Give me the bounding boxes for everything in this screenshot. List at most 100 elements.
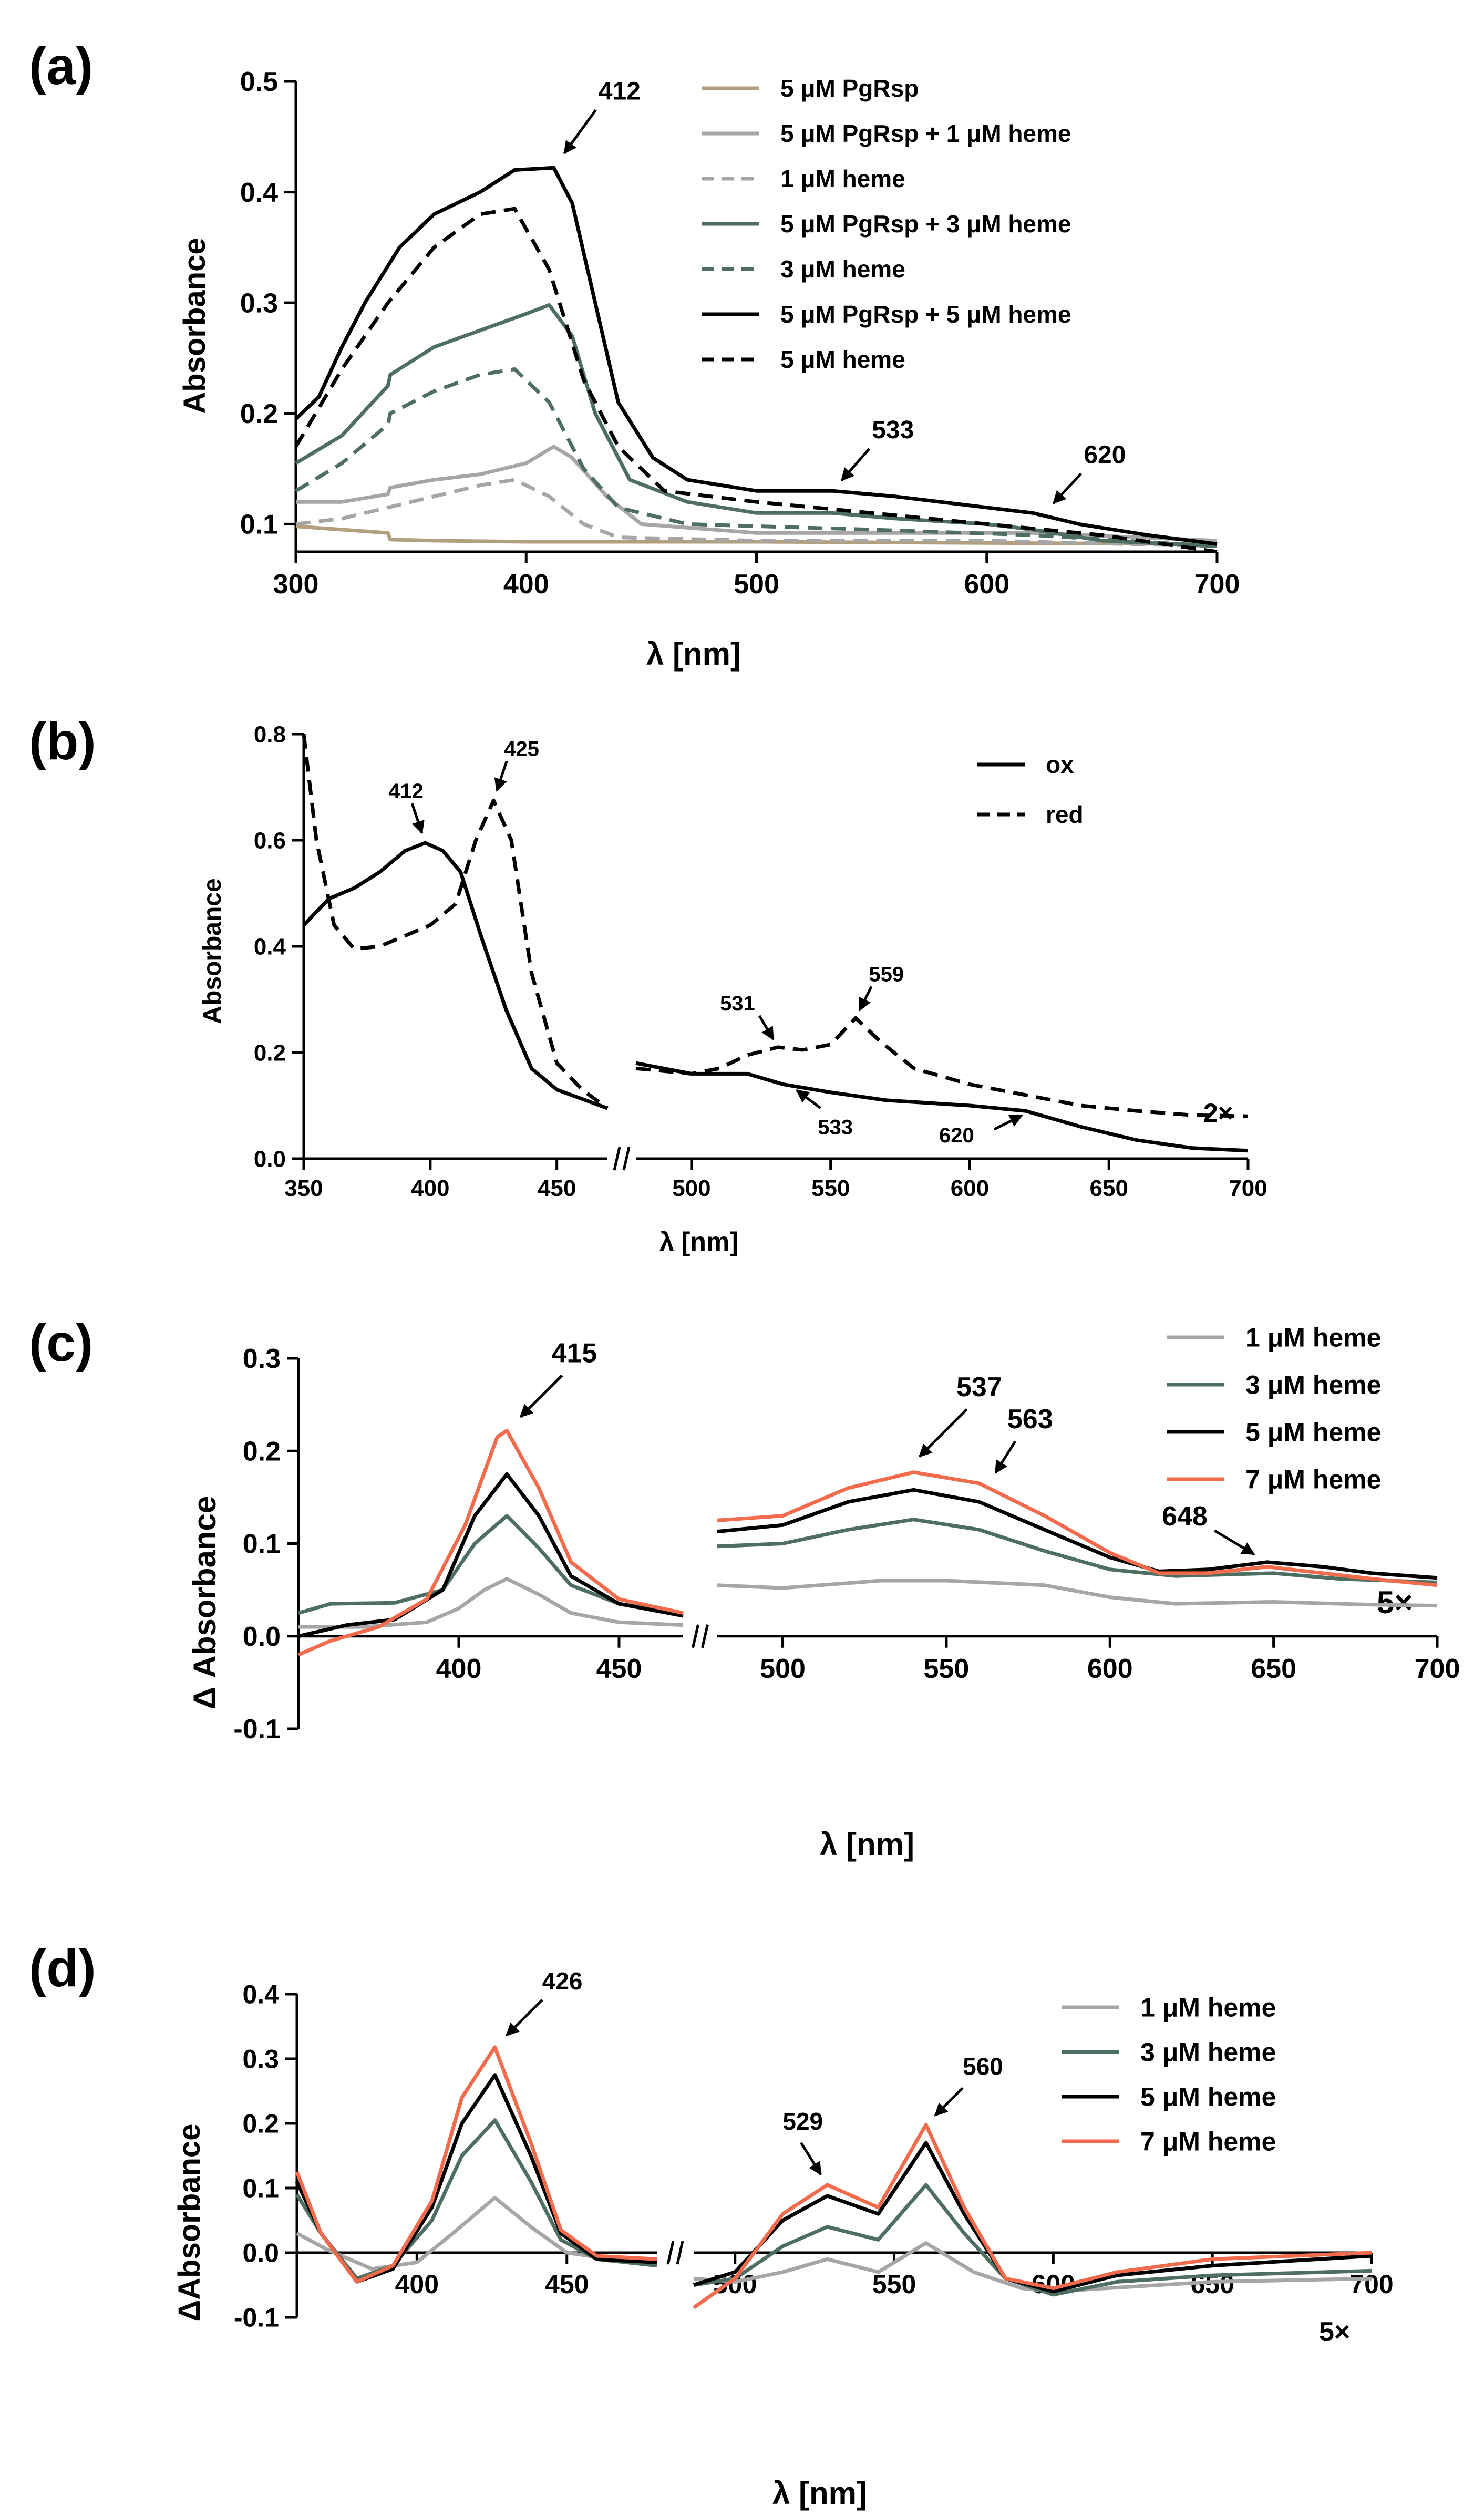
c-annotation-label: 648 <box>1162 1501 1208 1532</box>
b-annotation-arrow <box>758 1015 775 1041</box>
c-legend-label: 5 μM heme <box>1245 1418 1381 1447</box>
b-x-tick-label: 400 <box>411 1175 449 1201</box>
d-series-line <box>692 2123 1372 2309</box>
c-x-tick-label: 400 <box>436 1654 482 1684</box>
d-y-tick-label: 0.0 <box>242 2239 279 2268</box>
c-xlabel: λ [nm] <box>820 1827 914 1862</box>
d-annotation-arrow <box>934 2087 964 2117</box>
a-legend-label: 5 μM PgRsp + 1 μM heme <box>780 120 1071 147</box>
c-x-tick-label: 700 <box>1415 1654 1460 1684</box>
b-series-line <box>302 734 609 1110</box>
b-legend-label: ox <box>1046 751 1074 778</box>
b-annotation-label: 531 <box>720 992 755 1015</box>
c-annotation-label: 563 <box>1007 1404 1053 1435</box>
c-y-tick-label: 0.3 <box>243 1344 281 1374</box>
b-annotation-label: 412 <box>388 780 424 803</box>
b-x-tick-label: 600 <box>951 1175 989 1201</box>
a-series-line <box>295 478 1218 548</box>
c-annotation-arrow <box>1213 1529 1255 1555</box>
c-annotation-arrow <box>994 1440 1016 1474</box>
d-x-tick-label: 400 <box>395 2270 439 2299</box>
c-x-tick-label: 550 <box>924 1654 970 1684</box>
d-scale-note: 5× <box>1319 2317 1350 2347</box>
c-series-line <box>717 1488 1438 1580</box>
d-annotation-arrow <box>800 2142 822 2175</box>
d-x-tick-label: 550 <box>872 2270 916 2299</box>
a-series-line <box>296 445 1218 543</box>
b-xlabel: λ [nm] <box>659 1227 738 1256</box>
d-series-line <box>693 2183 1372 2297</box>
c-series-line <box>717 1579 1438 1608</box>
b-y-tick-label: 0.2 <box>254 1040 286 1066</box>
c-scale-note: 5× <box>1377 1585 1413 1620</box>
b-annotation-arrow <box>494 760 508 792</box>
b-x-tick-label: 500 <box>672 1175 710 1201</box>
a-legend-label: 3 μM heme <box>780 255 905 283</box>
a-series-line <box>295 367 1218 548</box>
a-y-tick-label: 0.4 <box>240 178 278 208</box>
d-series-line <box>295 2073 657 2284</box>
d-series-line <box>693 2241 1372 2294</box>
d-series-line <box>693 2141 1372 2294</box>
b-series-line <box>635 1016 1249 1118</box>
b-annotation-label: 425 <box>504 737 539 760</box>
b-annotation-arrow <box>993 1114 1023 1131</box>
a-ylabel: Absorbance <box>178 238 212 414</box>
b-y-tick-label: 0.4 <box>254 934 286 960</box>
b-x-tick-label: 450 <box>538 1175 576 1201</box>
a-y-tick-label: 0.2 <box>240 399 278 429</box>
d-annotation-label: 560 <box>963 2052 1003 2080</box>
c-x-tick-label: 500 <box>760 1654 806 1684</box>
a-legend-label: 5 μM PgRsp + 5 μM heme <box>780 301 1071 328</box>
b-annotation-arrow <box>858 986 873 1012</box>
d-x-tick-label: 450 <box>545 2270 589 2299</box>
c-legend-label: 7 μM heme <box>1245 1465 1381 1494</box>
b-axis-break <box>613 1147 621 1171</box>
a-x-tick-label: 700 <box>1194 569 1240 600</box>
c-y-tick-label: 0.2 <box>243 1436 281 1467</box>
c-annotation-arrow <box>519 1374 563 1418</box>
d-ylabel: ΔAbsorbance <box>172 2124 207 2322</box>
a-xlabel: λ [nm] <box>646 636 741 672</box>
d-y-tick-label: 0.4 <box>242 1980 279 2009</box>
a-y-tick-label: 0.1 <box>240 510 278 540</box>
a-x-tick-label: 600 <box>964 569 1009 600</box>
a-series-line <box>294 207 1218 554</box>
d-x-tick-label: 500 <box>713 2270 757 2299</box>
b-series-line <box>302 841 609 1110</box>
b-annotation-label: 533 <box>818 1116 853 1139</box>
d-annotation-label: 426 <box>542 1967 583 1995</box>
b-legend-label: red <box>1046 801 1084 828</box>
c-series-line <box>717 1518 1438 1584</box>
a-legend-label: 5 μM PgRsp <box>780 75 919 102</box>
c-axis-break <box>701 1624 709 1648</box>
c-series-line <box>298 1577 684 1629</box>
a-x-tick-label: 500 <box>734 569 779 600</box>
a-series-line <box>295 524 1218 546</box>
b-annotation-label: 559 <box>869 963 904 986</box>
b-annotation-label: 620 <box>939 1124 974 1147</box>
c-y-tick-label: -0.1 <box>233 1714 281 1745</box>
b-axis-break <box>622 1147 631 1171</box>
c-y-tick-label: 0.0 <box>243 1622 281 1652</box>
c-legend-label: 3 μM heme <box>1245 1370 1381 1400</box>
a-series-line <box>295 303 1218 548</box>
a-x-tick-label: 300 <box>273 569 319 600</box>
b-annotation-arrow <box>410 803 425 834</box>
c-axis-break <box>692 1624 699 1648</box>
a-y-tick-label: 0.3 <box>240 288 278 318</box>
c-legend-label: 1 μM heme <box>1245 1323 1381 1353</box>
a-y-tick-label: 0.5 <box>240 67 278 97</box>
a-annotation-arrow <box>840 448 871 482</box>
a-series-line <box>294 166 1218 546</box>
c-series-line <box>298 1472 684 1638</box>
b-x-tick-label: 550 <box>811 1175 850 1201</box>
b-x-tick-label: 350 <box>284 1175 323 1201</box>
c-x-tick-label: 450 <box>596 1654 642 1684</box>
a-legend-label: 5 μM heme <box>780 346 905 373</box>
d-annotation-arrow <box>506 1999 543 2037</box>
d-axis-break <box>676 2241 684 2265</box>
d-annotation-label: 529 <box>782 2108 823 2135</box>
b-y-tick-label: 0.6 <box>254 828 286 853</box>
